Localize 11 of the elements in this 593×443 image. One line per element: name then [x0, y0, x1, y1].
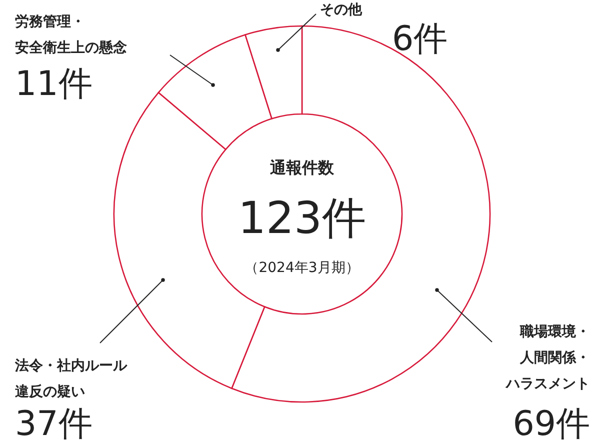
- text: 通報件数: [269, 158, 335, 177]
- slice-label: その他: [320, 2, 363, 18]
- text: 123件: [238, 193, 366, 244]
- slice-label: 職場環境・人間関係・ハラスメント: [505, 323, 590, 392]
- data-label: 37件: [15, 404, 92, 443]
- slice-label: 法令・社内ルール違反の疑い: [14, 358, 128, 400]
- slice-label: 労務管理・安全衛生上の懸念: [15, 14, 128, 56]
- data-label: 6件: [392, 19, 448, 59]
- data-label: 11件: [15, 64, 92, 104]
- data-label: 69件: [512, 404, 590, 443]
- text: （2024年3月期）: [244, 260, 360, 276]
